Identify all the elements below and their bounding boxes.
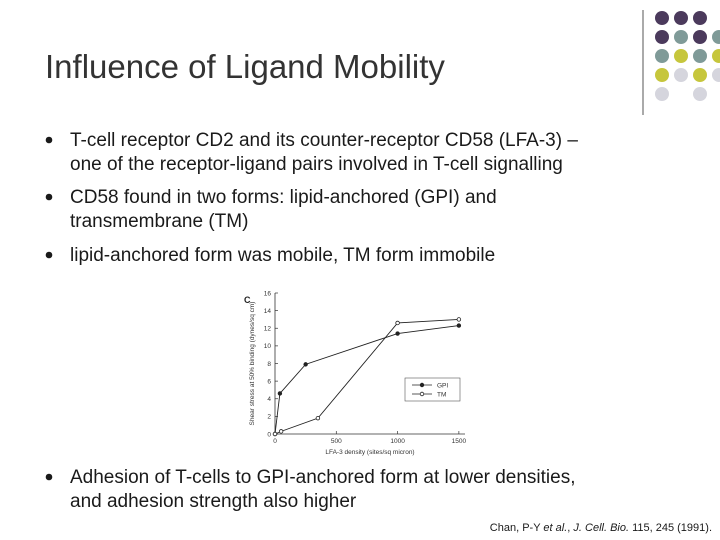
data-point [272,431,278,437]
dot [674,30,688,44]
legend-marker [419,391,425,397]
bullet-list: T-cell receptor CD2 and its counter-rece… [45,130,578,512]
citation-part: et al. [543,522,567,534]
dot [693,87,707,101]
bullet-text: Adhesion of T-cells to GPI-anchored form… [70,467,576,488]
y-tick-label: 0 [267,431,271,438]
legend-box [404,377,461,402]
y-tick-label: 12 [264,326,272,333]
dot [693,68,707,82]
y-tick-label: 10 [264,343,272,350]
dot [712,68,720,82]
bullet-dot [45,193,53,201]
dot [674,11,688,25]
bullet-text: transmembrane (TM) [70,211,248,232]
dot [674,49,688,63]
x-tick-label: 1000 [390,438,405,445]
dot [693,30,707,44]
bullet-dot [45,136,53,144]
bullet-text: T-cell receptor CD2 and its counter-rece… [70,130,578,151]
slide-title: Influence of Ligand Mobility [45,48,445,85]
legend-label: GPI [437,382,448,389]
citation-part: Chan, P-Y [490,522,544,534]
decoration [655,11,720,101]
y-axis-label: Shear stress at 50% binding (dynes/sq cm… [249,302,256,426]
citation: Chan, P-Y et al., J. Cell. Bio. 115, 245… [490,522,712,534]
y-tick-label: 16 [264,290,272,297]
citation-part: , [567,522,573,534]
data-point [456,317,462,322]
dot [655,30,669,44]
data-point [315,415,321,421]
x-axis-label: LFA-3 density (sites/sq micron) [325,449,414,456]
data-point [395,320,400,326]
bullet-text: one of the receptor-ligand pairs involve… [70,154,563,175]
dot [712,49,720,63]
dot [674,68,688,82]
y-tick-label: 2 [267,414,271,421]
dot [655,11,669,25]
y-tick-label: 14 [264,308,272,315]
x-tick-label: 500 [331,438,342,445]
dot [655,87,669,101]
dot [693,49,707,63]
data-point [456,323,462,328]
dot [712,30,720,44]
citation-part: 115, 245 (1991). [629,522,712,534]
x-tick-label: 1500 [452,438,467,445]
bullet-text: CD58 found in two forms: lipid-anchored … [70,187,497,208]
y-tick-label: 8 [267,361,271,368]
data-point [277,391,283,396]
legend-label: TM [437,391,446,398]
x-tick-label: 0 [273,438,277,445]
panel-label: C [244,295,251,305]
dot [655,68,669,82]
dot [655,49,669,63]
chart: C 0 2 4 6 8 10 12 14 16 0 500 1000 1500 LFA-3 density … [244,290,466,456]
data-point [303,362,308,367]
citation-part: J. Cell. Bio. [572,522,629,534]
bullet-text: lipid-anchored form was mobile, TM form … [70,245,495,266]
bullet-dot [45,473,53,481]
legend-marker [419,382,425,388]
y-tick-label: 4 [267,396,271,403]
data-point [395,331,400,336]
bullet-text: and adhesion strength also higher [70,491,357,512]
data-point [278,429,284,434]
dot [693,11,707,25]
y-tick-label: 6 [267,378,271,385]
bullet-dot [45,251,53,259]
